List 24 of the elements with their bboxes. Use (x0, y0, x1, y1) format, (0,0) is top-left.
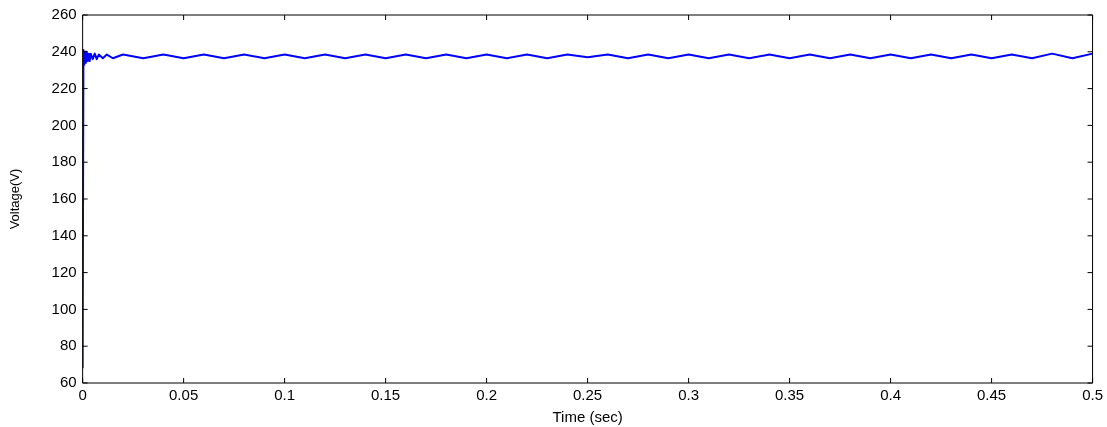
x-tick-label: 0.45 (976, 386, 1007, 404)
y-tick-label: 160 (51, 189, 77, 207)
y-tick-label: 140 (51, 225, 77, 243)
y-tick-label: 180 (51, 152, 77, 170)
y-tick-label: 220 (51, 78, 77, 96)
y-tick-label: 260 (51, 5, 77, 23)
y-tick-label: 60 (59, 373, 77, 391)
x-tick-label: 0.1 (274, 386, 296, 404)
x-tick-label: 0 (78, 386, 87, 404)
y-tick-label: 120 (51, 262, 77, 280)
x-tick-label: 0.5 (1082, 386, 1103, 404)
x-tick-label: 0.3 (678, 386, 700, 404)
x-tick-label: 0.05 (169, 386, 199, 404)
x-axis-title: Time (sec) (552, 408, 623, 426)
y-tick-label: 240 (51, 41, 77, 59)
y-axis-title: Voltage(V) (7, 168, 23, 230)
x-tick-label: 0.25 (573, 386, 603, 404)
y-tick-label: 80 (59, 336, 77, 354)
y-tick-label: 100 (51, 299, 77, 317)
x-tick-label: 0.15 (371, 386, 401, 404)
y-tick-label: 200 (51, 115, 77, 133)
x-tick-label: 0.35 (774, 386, 805, 404)
x-tick-label: 0.2 (476, 386, 498, 404)
x-tick-label: 0.4 (880, 386, 902, 404)
